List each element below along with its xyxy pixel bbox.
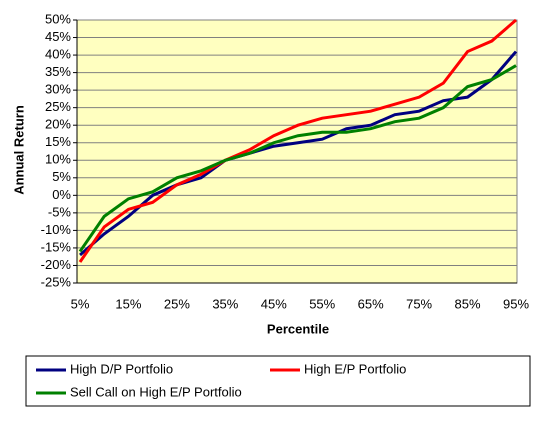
x-tick-label: 45% [261, 296, 287, 311]
legend-label: High E/P Portfolio [304, 361, 406, 376]
y-tick-label: 50% [45, 11, 71, 26]
legend-label: Sell Call on High E/P Portfolio [70, 384, 242, 399]
y-tick-label: 30% [45, 82, 71, 97]
y-tick-label: -15% [41, 239, 72, 254]
x-axis-label: Percentile [267, 321, 329, 336]
plot-area [76, 19, 518, 284]
y-tick-label: 5% [52, 169, 71, 184]
y-tick-label: -25% [41, 274, 72, 289]
y-tick-label: 0% [52, 187, 71, 202]
y-tick-label: -10% [41, 222, 72, 237]
y-tick-label: -5% [48, 204, 72, 219]
legend [25, 355, 531, 407]
y-axis-label: Annual Return [11, 105, 26, 195]
y-tick-label: 25% [45, 99, 71, 114]
x-tick-label: 65% [358, 296, 384, 311]
y-tick-label: 40% [45, 47, 71, 62]
y-tick-label: 35% [45, 64, 71, 79]
series-line [78, 18, 517, 263]
y-tick-label: 10% [45, 152, 71, 167]
x-tick-label: 55% [309, 296, 335, 311]
x-tick-label: 85% [455, 296, 481, 311]
y-tick-label: 20% [45, 117, 71, 132]
y-tick-label: -20% [41, 257, 72, 272]
y-tick-label: 45% [45, 29, 71, 44]
x-tick-label: 25% [164, 296, 190, 311]
legend-label: High D/P Portfolio [70, 361, 173, 376]
series-line [79, 50, 518, 257]
series-line [78, 64, 517, 253]
x-tick-label: 5% [71, 296, 90, 311]
x-tick-label: 35% [212, 296, 238, 311]
x-tick-label: 15% [115, 296, 141, 311]
x-tick-label: 75% [406, 296, 432, 311]
y-tick-label: 15% [45, 134, 71, 149]
x-tick-label: 95% [503, 296, 529, 311]
